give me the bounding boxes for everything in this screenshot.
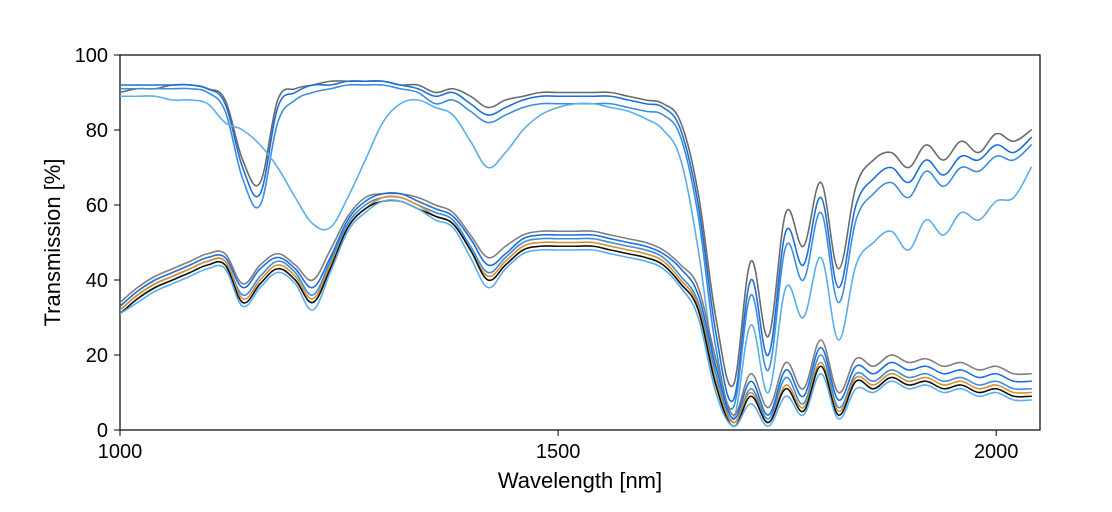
chart-container: 1000 1500 2000 0 20 40 60 80 100 Wavelength [nm] T… bbox=[0, 0, 1112, 512]
x-axis-label: Wavelength [nm] bbox=[498, 468, 662, 493]
chart-bg bbox=[0, 0, 1112, 512]
x-tick-label: 2000 bbox=[974, 441, 1019, 463]
y-tick-label: 0 bbox=[97, 420, 108, 442]
y-tick-label: 60 bbox=[86, 195, 108, 217]
y-tick-label: 20 bbox=[86, 345, 108, 367]
y-tick-label: 80 bbox=[86, 120, 108, 142]
line-chart: 1000 1500 2000 0 20 40 60 80 100 Wavelength [nm] T… bbox=[0, 0, 1112, 512]
y-tick-label: 100 bbox=[75, 45, 108, 67]
y-axis-label: Transmission [%] bbox=[40, 159, 65, 327]
x-tick-label: 1500 bbox=[536, 441, 581, 463]
y-tick-label: 40 bbox=[86, 270, 108, 292]
x-tick-label: 1000 bbox=[98, 441, 143, 463]
